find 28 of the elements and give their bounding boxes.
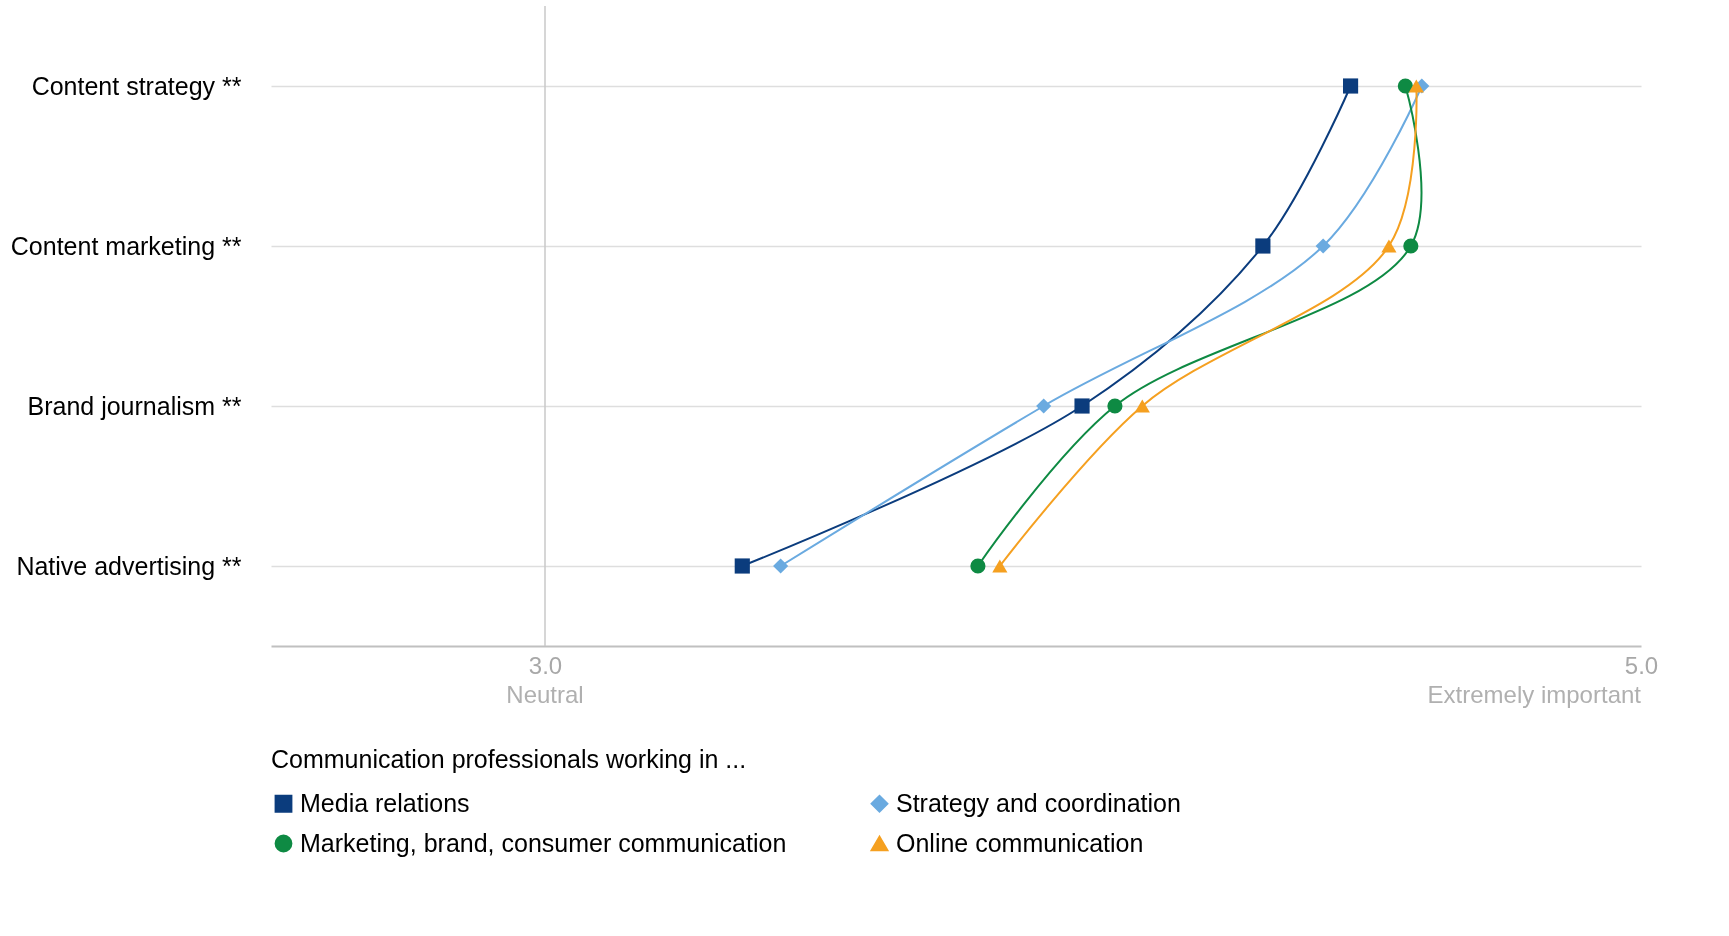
legend-label: Media relations [300, 788, 470, 817]
x-tick-label: 3.0 [528, 651, 563, 679]
point [1255, 238, 1271, 254]
y-tick-label: Content strategy ** [31, 71, 242, 100]
point [1381, 239, 1397, 253]
point [1403, 238, 1419, 254]
legend-label: Online communication [896, 828, 1144, 857]
x-tick-label: 5.0 [1624, 651, 1659, 679]
point [1036, 398, 1052, 414]
point [1397, 78, 1413, 94]
point [992, 559, 1008, 573]
point [1074, 398, 1090, 414]
point [970, 558, 986, 574]
point [1107, 398, 1123, 414]
point [1134, 399, 1150, 413]
legend-title: Communication professionals working in ... [271, 745, 747, 773]
legend-label: Marketing, brand, consumer communication [300, 828, 787, 857]
point [1315, 238, 1331, 254]
legend-label: Strategy and coordination [896, 788, 1181, 817]
point [1342, 78, 1359, 94]
y-tick-label: Content marketing ** [10, 231, 242, 260]
text: Neutral [506, 681, 584, 708]
text: Extremely important [1427, 681, 1642, 708]
point [734, 558, 750, 574]
point [773, 558, 789, 574]
point [1408, 79, 1424, 93]
y-tick-label: Brand journalism ** [27, 391, 242, 420]
y-tick-label: Native advertising ** [16, 551, 242, 580]
